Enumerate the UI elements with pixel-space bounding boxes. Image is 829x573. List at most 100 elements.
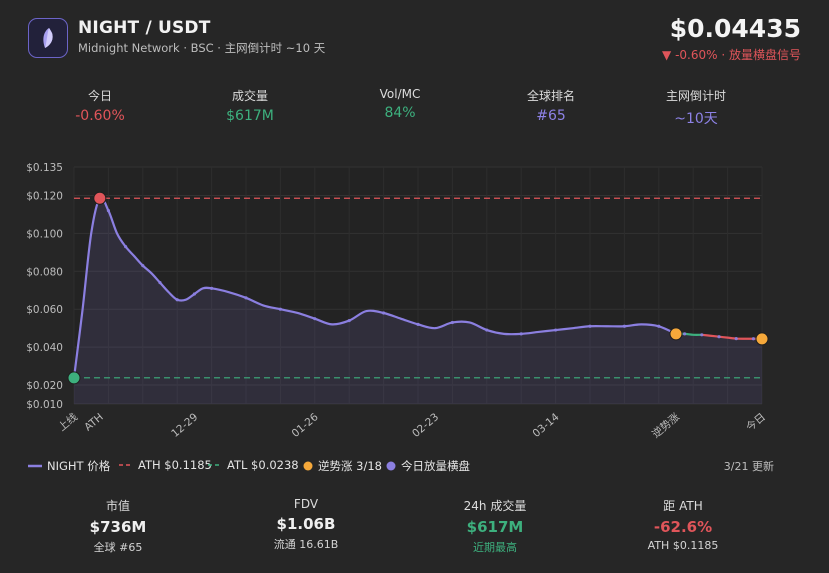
bottom-label: FDV [293, 497, 319, 511]
data-point [244, 296, 248, 300]
data-point [278, 307, 282, 311]
volume-24h: 24h 成交量 $617M 近期最高 [405, 497, 585, 555]
bottom-value: $617M [466, 518, 524, 536]
data-point [192, 292, 196, 296]
data-point [519, 332, 523, 336]
legend-line-swatch [28, 464, 42, 468]
stat-value: ~10天 [674, 111, 718, 127]
bottom-sub: 全球 #65 [93, 541, 143, 554]
reversal-marker [669, 327, 683, 341]
legend-reversal[interactable]: 逆势涨 3/18 [303, 458, 382, 474]
stat-vol-mc: Vol/MC 84% [328, 87, 472, 121]
y-tick-label: $0.040 [26, 342, 63, 354]
data-point [347, 318, 351, 323]
data-point [124, 245, 128, 249]
legend-atl[interactable]: ATL $0.0238 [208, 458, 299, 472]
stat-value: #65 [536, 108, 566, 124]
y-tick-label: $0.010 [26, 399, 63, 411]
stat-global-rank: 全球排名 #65 [479, 87, 623, 124]
y-tick-label: $0.020 [26, 380, 63, 392]
legend-today[interactable]: 今日放量横盘 [386, 458, 470, 474]
stat-label: Vol/MC [379, 87, 421, 101]
bottom-label: 24h 成交量 [463, 499, 527, 513]
legend-ath[interactable]: ATH $0.1185 [119, 458, 212, 472]
legend-dash-swatch [208, 464, 222, 466]
moon-crystal-icon [43, 28, 53, 48]
x-tick-label: 01-26 [290, 411, 321, 440]
x-tick-label: 12-29 [169, 411, 200, 440]
bottom-value: $736M [89, 518, 147, 536]
x-tick-label: 今日 [743, 410, 767, 433]
bottom-sub: ATH $0.1185 [647, 539, 719, 552]
atl-marker [67, 371, 81, 385]
data-point [416, 322, 420, 326]
updated-date: 3/21 更新 [723, 460, 774, 473]
x-tick-label: ATH [82, 411, 106, 433]
legend-label: 今日放量横盘 [401, 459, 470, 473]
price-line [72, 196, 677, 378]
market-cap: 市值 $736M 全球 #65 [28, 497, 208, 555]
y-tick-label: $0.060 [26, 304, 63, 316]
bottom-stats: 市值 $736M 全球 #65 FDV $1.06B 流通 16.61B 24h… [28, 497, 808, 557]
data-point [210, 286, 214, 290]
distance-from-ath: 距 ATH -62.6% ATH $0.1185 [593, 497, 773, 552]
legend-dot-swatch [303, 461, 313, 471]
bottom-sub: 流通 16.61B [273, 538, 339, 551]
data-point [683, 332, 687, 336]
y-tick-label: $0.135 [26, 162, 63, 174]
legend-label: ATL $0.0238 [227, 458, 299, 472]
ath-marker [93, 191, 107, 205]
y-tick-label: $0.080 [26, 266, 63, 278]
bottom-value: -62.6% [653, 518, 713, 536]
legend-label: ATH $0.1185 [138, 458, 212, 472]
data-point [751, 337, 756, 341]
data-point [622, 324, 627, 328]
data-point [588, 324, 592, 328]
header: NIGHT / USDT Midnight Network · BSC · 主网… [28, 14, 801, 64]
pair-title: NIGHT / USDT [78, 18, 211, 38]
data-point [106, 209, 110, 213]
stat-volume: 成交量 $617M [178, 87, 322, 124]
legend-price[interactable]: NIGHT 价格 [28, 458, 110, 474]
bottom-label: 市值 [105, 499, 130, 513]
y-tick-label: $0.100 [26, 228, 63, 240]
current-price: $0.04435 [669, 14, 801, 43]
chart-legend: NIGHT 价格 ATH $0.1185 ATL $0.0238 逆势涨 3/1… [28, 458, 774, 476]
data-point [158, 281, 162, 285]
pair-subtitle: Midnight Network · BSC · 主网倒计时 ~10 天 [78, 41, 326, 55]
y-tick-label: $0.120 [26, 190, 63, 202]
stat-mainnet-countdown: 主网倒计时 ~10天 [624, 87, 768, 128]
data-point [313, 317, 317, 321]
stat-value: $617M [226, 108, 274, 124]
x-tick-label: 03-14 [530, 411, 561, 440]
bottom-label: 距 ATH [663, 499, 703, 513]
today-marker [755, 332, 769, 346]
data-point [382, 311, 386, 315]
legend-label: 逆势涨 3/18 [318, 459, 382, 473]
data-point [700, 333, 704, 337]
stat-label: 全球排名 [526, 89, 575, 103]
legend-dash-swatch [119, 464, 133, 466]
data-point [485, 328, 489, 332]
data-point [657, 324, 661, 328]
stat-today: 今日 -0.60% [28, 87, 172, 124]
data-point [554, 328, 558, 332]
bottom-value: $1.06B [276, 515, 336, 533]
data-point [175, 298, 179, 302]
data-point [734, 336, 738, 341]
price-area [74, 197, 762, 404]
stat-label: 主网倒计时 [665, 89, 726, 103]
stats-row: 今日 -0.60% 成交量 $617M Vol/MC 84% 全球排名 #65 … [28, 87, 808, 127]
data-point [450, 320, 454, 325]
legend-dot-swatch [386, 461, 396, 471]
legend-label: NIGHT 价格 [47, 459, 111, 473]
x-tick-label: 02-23 [410, 411, 441, 440]
data-point [141, 263, 145, 268]
price-chart[interactable]: $0.135 $0.120 $0.100 $0.080 $0.060 $0.040 $0.0… [0, 155, 829, 445]
x-tick-label: 上线 [55, 410, 80, 434]
token-logo [28, 18, 68, 58]
stat-label: 今日 [87, 89, 112, 103]
stat-value: -0.60% [75, 108, 125, 124]
price-change-signal: ▼ -0.60% · 放量横盘信号 [662, 48, 801, 62]
bottom-sub: 近期最高 [473, 541, 517, 554]
